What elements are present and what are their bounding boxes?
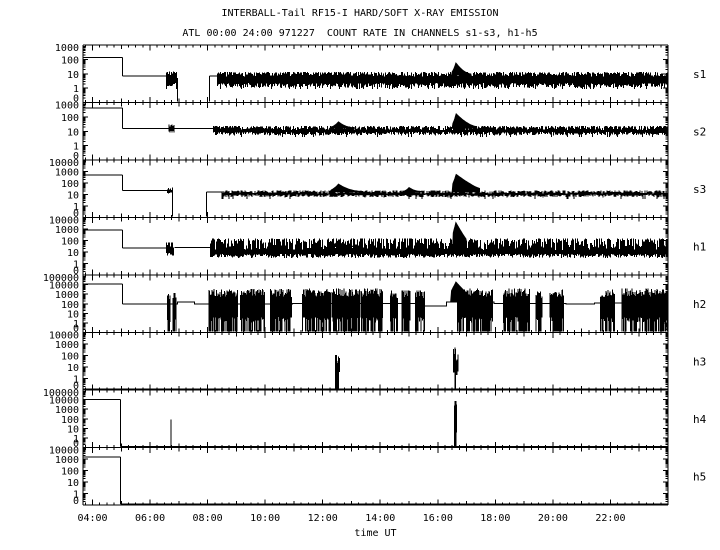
svg-text:08:00: 08:00: [193, 513, 223, 524]
svg-text:100: 100: [61, 352, 79, 363]
panel-s1: [83, 57, 669, 102]
svg-text:1: 1: [73, 142, 79, 153]
svg-text:100: 100: [61, 55, 79, 66]
svg-text:0: 0: [73, 266, 79, 277]
svg-text:0: 0: [73, 209, 79, 220]
svg-text:10: 10: [67, 424, 79, 435]
axis-labels: 04:00 06:00 08:00 10:00 12:00 14:00 16:00 18:00…: [43, 43, 707, 539]
svg-text:1000: 1000: [55, 405, 79, 416]
plot-title: INTERBALL-Tail RF15-I HARD/SOFT X-RAY EM…: [221, 8, 499, 19]
svg-text:10: 10: [67, 248, 79, 259]
svg-text:10: 10: [67, 70, 79, 81]
svg-text:1: 1: [73, 375, 79, 386]
svg-text:100: 100: [61, 179, 79, 190]
svg-text:10000: 10000: [49, 281, 79, 292]
svg-text:1: 1: [73, 202, 79, 213]
svg-text:1: 1: [73, 434, 79, 445]
svg-text:s1: s1: [693, 68, 706, 81]
svg-text:10000: 10000: [49, 331, 79, 342]
svg-text:h2: h2: [693, 298, 706, 311]
svg-text:06:00: 06:00: [135, 513, 165, 524]
svg-text:1000: 1000: [55, 225, 79, 236]
svg-text:1000: 1000: [55, 290, 79, 301]
svg-text:0: 0: [73, 324, 79, 335]
svg-text:18:00: 18:00: [480, 513, 510, 524]
svg-text:1000: 1000: [55, 101, 79, 112]
panel-h3: [83, 347, 668, 390]
plot-subtitle: ATL 00:00 24:00 971227 COUNT RATE IN CHA…: [182, 28, 538, 39]
svg-text:04:00: 04:00: [77, 513, 107, 524]
panel-h4: [83, 399, 668, 447]
axes: [82, 44, 669, 506]
svg-text:20:00: 20:00: [538, 513, 568, 524]
svg-text:100: 100: [61, 237, 79, 248]
svg-text:s3: s3: [693, 183, 706, 196]
panel-h2: [83, 281, 668, 332]
svg-text:1000: 1000: [55, 340, 79, 351]
svg-text:0: 0: [73, 94, 79, 105]
svg-text:1000: 1000: [55, 168, 79, 179]
panel-h5: [83, 456, 668, 505]
svg-text:12:00: 12:00: [308, 513, 338, 524]
svg-text:1000: 1000: [55, 455, 79, 466]
svg-text:1: 1: [73, 490, 79, 501]
panel-h1: [83, 221, 668, 258]
svg-text:22:00: 22:00: [595, 513, 625, 524]
svg-text:16:00: 16:00: [423, 513, 453, 524]
panel-s2: [83, 107, 668, 137]
svg-text:0: 0: [73, 439, 79, 450]
svg-text:10: 10: [67, 478, 79, 489]
svg-text:10:00: 10:00: [250, 513, 280, 524]
svg-text:100: 100: [61, 415, 79, 426]
svg-text:100000: 100000: [43, 388, 79, 399]
svg-text:10000: 10000: [49, 158, 79, 169]
svg-text:100: 100: [61, 113, 79, 124]
svg-text:0: 0: [73, 381, 79, 392]
svg-text:1: 1: [73, 260, 79, 271]
svg-text:10000: 10000: [49, 216, 79, 227]
svg-text:10: 10: [67, 191, 79, 202]
svg-text:10: 10: [67, 363, 79, 374]
svg-text:1: 1: [73, 84, 79, 95]
svg-text:100: 100: [61, 467, 79, 478]
panel-s3: [83, 173, 669, 217]
svg-text:10000: 10000: [49, 446, 79, 457]
svg-text:100000: 100000: [43, 273, 79, 284]
svg-text:time UT: time UT: [354, 528, 396, 539]
svg-text:h3: h3: [693, 355, 706, 368]
svg-text:1: 1: [73, 319, 79, 330]
svg-text:0: 0: [73, 496, 79, 507]
svg-text:100: 100: [61, 300, 79, 311]
svg-text:h5: h5: [693, 470, 706, 483]
svg-text:10: 10: [67, 309, 79, 320]
svg-text:s2: s2: [693, 125, 706, 138]
svg-text:10: 10: [67, 127, 79, 138]
svg-text:0: 0: [73, 151, 79, 162]
svg-text:h1: h1: [693, 240, 706, 253]
svg-text:14:00: 14:00: [365, 513, 395, 524]
svg-text:10000: 10000: [49, 396, 79, 407]
svg-text:h4: h4: [693, 413, 707, 426]
svg-text:1000: 1000: [55, 43, 79, 54]
